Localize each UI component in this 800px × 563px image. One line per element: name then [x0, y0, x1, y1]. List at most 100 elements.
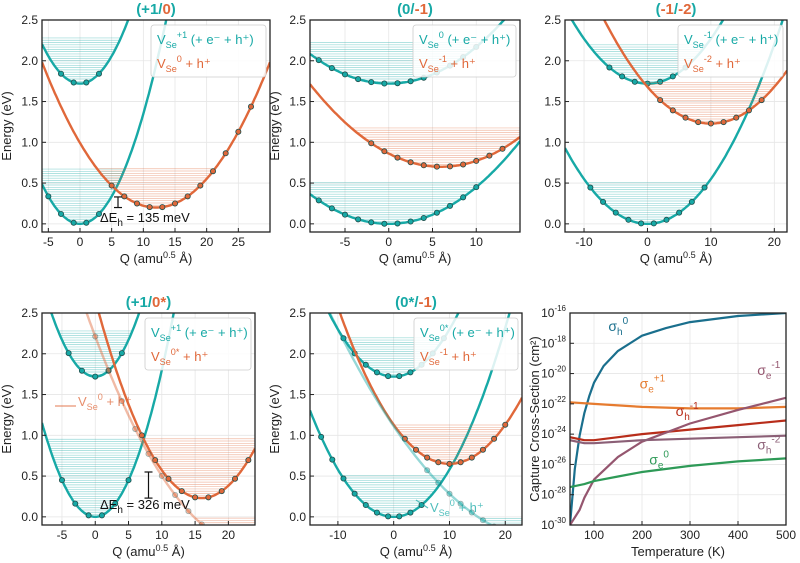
x-tick-label: 20: [222, 528, 236, 542]
y-tick-label: 2.5: [289, 306, 306, 320]
x-axis-label: Temperature (K): [631, 544, 725, 559]
text-subscript: Se: [87, 402, 98, 412]
title-part: (0*/: [395, 294, 419, 311]
text-superscript: 0.5: [156, 543, 169, 553]
label-superscript: -1: [771, 360, 780, 371]
label-base: σ: [757, 436, 766, 452]
text-superscript: -1: [704, 30, 712, 40]
x-tick-label: 500: [776, 528, 796, 542]
legend-entry: VSe-1 (+ e⁻ + h⁺): [684, 30, 778, 50]
text-subscript: Se: [160, 333, 171, 343]
legend: VSe0 (+ e⁻ + h⁺)VSe-1 + h⁺: [412, 24, 517, 78]
text-run: = 135 meV: [123, 210, 190, 225]
tick-exponent: -30: [554, 516, 566, 525]
axes-frame: [309, 19, 521, 233]
y-tick-label: 0.5: [544, 176, 561, 190]
text-run: V: [157, 56, 166, 71]
data-point: [315, 197, 322, 204]
x-tick-label: 0: [644, 235, 651, 249]
label-subscript: h: [617, 327, 623, 338]
text-subscript: Se: [693, 40, 704, 50]
y-axis-label: Energy (eV): [0, 384, 14, 453]
energy-curve: [85, 313, 205, 525]
data-point: [657, 97, 664, 104]
tick-exponent: -26: [554, 455, 566, 464]
y-tick-label: 0.5: [289, 469, 306, 483]
y-tick-label: 0.5: [21, 469, 38, 483]
data-point: [72, 500, 79, 507]
axes-frame: [41, 312, 256, 526]
data-point: [65, 350, 72, 357]
label-superscript: +1: [654, 374, 666, 385]
data-point: [368, 219, 375, 226]
grid: [565, 19, 787, 232]
x-axis-label: Q (amu0.5 Å): [380, 543, 453, 559]
data-point: [159, 204, 166, 211]
label-superscript: 0: [663, 449, 669, 460]
text-run: Temperature (K): [631, 544, 725, 559]
data-point: [446, 163, 453, 170]
data-point: [112, 500, 119, 507]
legend: VSe+1 (+ e⁻ + h⁺)VSe0* + h⁺: [144, 317, 252, 371]
text-superscript: 0.5: [422, 250, 435, 260]
y-tick-label: 1.0: [289, 135, 306, 149]
text-run: + h⁺: [182, 56, 211, 71]
label-subscript: e: [648, 385, 654, 396]
data-point: [98, 512, 105, 519]
data-point: [396, 513, 403, 520]
x-tick-label: 300: [680, 528, 700, 542]
data-point: [125, 477, 132, 484]
title-part: (0/: [397, 1, 415, 18]
text-run: Q (amu: [640, 251, 683, 266]
data-point: [146, 204, 153, 211]
data-point: [70, 79, 77, 86]
title-part: ): [428, 1, 433, 18]
data-point: [424, 454, 431, 461]
data-point: [394, 80, 401, 87]
energy-curve: [310, 83, 520, 168]
data-point: [197, 182, 204, 189]
phonon-levels: [143, 438, 255, 497]
label-base: σ: [608, 318, 617, 334]
data-point: [318, 433, 325, 440]
data-point: [152, 457, 159, 464]
data-point: [745, 107, 752, 114]
legend-entry: VSe-1 + h⁺: [419, 54, 476, 74]
data-point: [394, 154, 401, 161]
data-point: [396, 373, 403, 380]
x-axis-label: Q (amu0.5 Å): [112, 543, 185, 559]
y-tick-label: 2.0: [289, 347, 306, 361]
phonon-levels: [42, 37, 121, 82]
data-point: [401, 435, 408, 442]
x-tick-label: -10: [575, 235, 593, 249]
data-point: [435, 459, 442, 466]
data-point: [83, 79, 90, 86]
series-label: σh0: [608, 316, 628, 338]
data-point: [121, 193, 128, 200]
data-point: [53, 215, 58, 220]
text-run: V: [419, 56, 428, 71]
text-superscript: -1: [440, 347, 448, 357]
data-point: [45, 193, 52, 200]
data-point: [108, 182, 115, 189]
x-tick-label: -5: [43, 235, 54, 249]
series-label: σe+1: [640, 374, 666, 396]
curve-label: VSe0 + h⁺: [78, 392, 132, 412]
data-point: [707, 120, 714, 127]
data-point: [720, 119, 727, 126]
x-tick-label: 20: [768, 235, 782, 249]
data-point: [96, 210, 103, 217]
text-run: V: [684, 32, 693, 47]
data-point: [315, 57, 322, 64]
data-point: [688, 198, 695, 205]
y-tick-label: 0.5: [21, 176, 38, 190]
y-tick-label: 2.5: [21, 306, 38, 320]
text-subscript: Se: [160, 357, 171, 367]
title-part: (+1/: [126, 294, 153, 311]
series-line-e1: [570, 396, 786, 525]
data-point: [340, 335, 347, 342]
data-point: [420, 162, 427, 169]
tick-base: 10: [541, 518, 555, 532]
text-subscript: h: [117, 218, 123, 229]
x-tick-label: 25: [232, 235, 246, 249]
